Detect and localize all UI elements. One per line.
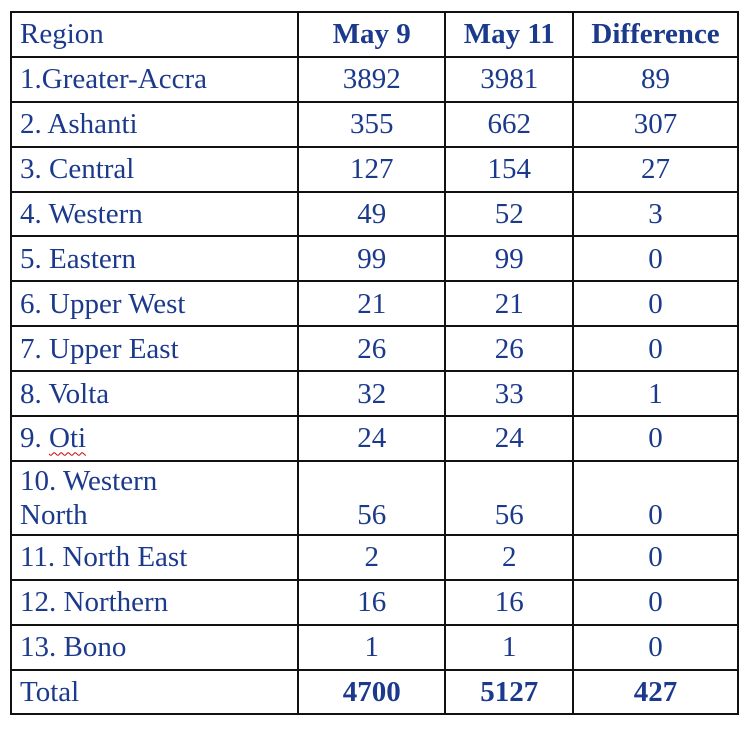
table-row: 8. Volta 32 33 1	[10, 370, 739, 418]
difference-cell: 0	[572, 235, 739, 283]
difference-cell: 0	[572, 280, 739, 328]
table-header-row: Region May 9 May 11 Difference	[10, 11, 739, 58]
table-row: 6. Upper West 21 21 0	[10, 280, 739, 328]
region-line-2: North	[20, 498, 88, 531]
may9-cell: 21	[296, 280, 447, 328]
region-cell: 9. Oti	[10, 415, 299, 462]
table-row: 3. Central 127 154 27	[10, 145, 739, 193]
may9-cell: 99	[296, 235, 447, 283]
difference-cell: 307	[572, 100, 739, 148]
difference-cell: 3	[572, 190, 739, 238]
region-cell: 10. Western North	[10, 459, 299, 536]
table-row: 2. Ashanti 355 662 307	[10, 100, 739, 148]
difference-cell: 1	[572, 370, 739, 418]
header-difference: Difference	[572, 11, 739, 58]
may11-cell: 662	[444, 100, 575, 148]
region-cell: 11. North East	[10, 533, 299, 581]
may9-cell: 355	[296, 100, 447, 148]
may11-cell: 33	[444, 370, 575, 418]
total-row: Total 4700 5127 427	[10, 668, 739, 716]
table-row: 7. Upper East 26 26 0	[10, 325, 739, 373]
may9-cell: 16	[296, 578, 447, 626]
difference-cell: 89	[572, 55, 739, 103]
may9-cell: 49	[296, 190, 447, 238]
region-cell: 7. Upper East	[10, 325, 299, 373]
may11-cell: 16	[444, 578, 575, 626]
may9-cell: 1	[296, 623, 447, 671]
region-cell: 3. Central	[10, 145, 299, 193]
may9-cell: 2	[296, 533, 447, 581]
header-region: Region	[10, 11, 299, 58]
difference-cell: 0	[572, 623, 739, 671]
table-row: 1.Greater-Accra 3892 3981 89	[10, 55, 739, 103]
may11-cell: 99	[444, 235, 575, 283]
spellcheck-underlined-word: Oti	[49, 422, 87, 455]
region-cell: 6. Upper West	[10, 280, 299, 328]
table-row: 10. Western North 56 56 0	[10, 459, 739, 536]
region-cases-table: Region May 9 May 11 Difference 1.Greater…	[10, 11, 739, 716]
table-row: 9. Oti 24 24 0	[10, 415, 739, 462]
region-cell: 1.Greater-Accra	[10, 55, 299, 103]
difference-cell: 0	[572, 533, 739, 581]
table-row: 4. Western 49 52 3	[10, 190, 739, 238]
header-may9: May 9	[296, 11, 447, 58]
may11-cell: 52	[444, 190, 575, 238]
table-row: 13. Bono 1 1 0	[10, 623, 739, 671]
region-cell: 8. Volta	[10, 370, 299, 418]
total-may9: 4700	[296, 668, 447, 716]
table-row: 12. Northern 16 16 0	[10, 578, 739, 626]
may9-cell: 32	[296, 370, 447, 418]
may11-cell: 3981	[444, 55, 575, 103]
region-cell: 5. Eastern	[10, 235, 299, 283]
region-prefix: 9.	[20, 422, 49, 455]
may11-cell: 26	[444, 325, 575, 373]
table-row: 11. North East 2 2 0	[10, 533, 739, 581]
may9-cell: 127	[296, 145, 447, 193]
region-line-1: 10. Western	[20, 464, 158, 497]
difference-cell: 0	[572, 325, 739, 373]
may9-cell: 3892	[296, 55, 447, 103]
may11-cell: 56	[444, 459, 575, 536]
may9-cell: 26	[296, 325, 447, 373]
difference-cell: 0	[572, 415, 739, 462]
total-may11: 5127	[444, 668, 575, 716]
region-cell: 4. Western	[10, 190, 299, 238]
may11-cell: 24	[444, 415, 575, 462]
may11-cell: 2	[444, 533, 575, 581]
difference-cell: 0	[572, 459, 739, 536]
table-row: 5. Eastern 99 99 0	[10, 235, 739, 283]
may9-cell: 24	[296, 415, 447, 462]
region-cell: 13. Bono	[10, 623, 299, 671]
difference-cell: 0	[572, 578, 739, 626]
may9-cell: 56	[296, 459, 447, 536]
may11-cell: 154	[444, 145, 575, 193]
may11-cell: 1	[444, 623, 575, 671]
region-cell: 2. Ashanti	[10, 100, 299, 148]
header-may11: May 11	[444, 11, 575, 58]
region-cell: 12. Northern	[10, 578, 299, 626]
total-difference: 427	[572, 668, 739, 716]
difference-cell: 27	[572, 145, 739, 193]
total-label: Total	[10, 668, 299, 716]
may11-cell: 21	[444, 280, 575, 328]
